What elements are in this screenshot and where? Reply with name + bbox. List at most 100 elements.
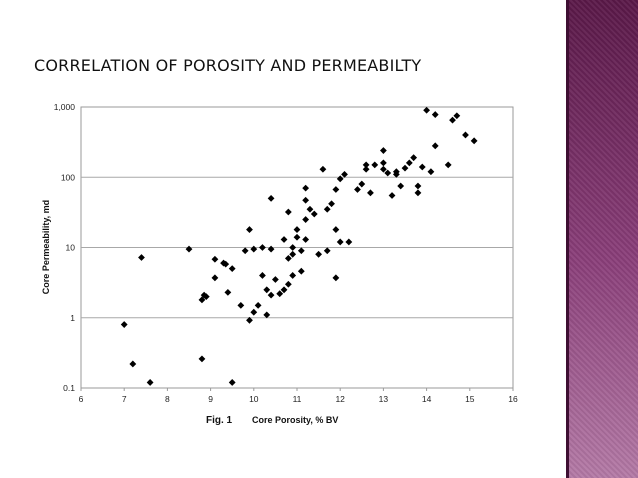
data-point	[332, 186, 340, 193]
data-point	[358, 180, 366, 188]
x-tick-label: 9	[208, 394, 213, 404]
data-point	[259, 272, 266, 279]
x-tick-label: 16	[508, 394, 518, 404]
data-point	[228, 265, 236, 273]
data-point	[129, 360, 137, 368]
data-point	[284, 208, 292, 216]
data-point	[302, 184, 310, 192]
data-point	[332, 274, 340, 282]
gridlines	[80, 176, 514, 391]
y-tick-label: 1,000	[54, 102, 76, 112]
y-tick-labels: 0.1 1 10 100 1,000	[54, 102, 76, 393]
y-tick-label: 0.1	[63, 383, 75, 393]
data-point	[332, 226, 340, 233]
data-point	[319, 165, 327, 173]
data-point	[431, 142, 439, 150]
data-point	[362, 165, 370, 173]
data-point	[280, 236, 288, 243]
data-point	[414, 189, 422, 197]
data-point	[259, 244, 266, 251]
decorative-accent-bar	[566, 0, 638, 478]
data-point	[237, 301, 245, 309]
x-tick-label: 14	[422, 394, 432, 404]
data-point	[384, 169, 392, 177]
data-point	[267, 291, 275, 299]
data-point	[323, 205, 331, 213]
data-point	[418, 163, 426, 171]
data-point	[267, 194, 275, 202]
data-point	[263, 286, 271, 294]
data-point	[336, 175, 344, 183]
data-point	[462, 131, 469, 139]
data-point	[423, 106, 430, 114]
data-point	[250, 245, 258, 253]
data-point	[280, 286, 288, 294]
data-point	[276, 290, 284, 298]
y-tick-label: 10	[66, 243, 76, 253]
data-point	[341, 170, 348, 178]
data-point	[354, 186, 361, 193]
data-point	[246, 226, 253, 233]
data-point	[198, 355, 206, 363]
x-tick-label: 7	[122, 394, 127, 404]
data-point	[444, 161, 452, 169]
data-point	[146, 379, 154, 386]
data-point	[289, 250, 297, 258]
data-point	[267, 245, 275, 253]
data-points	[120, 106, 478, 386]
data-point	[392, 170, 400, 178]
data-point	[211, 274, 219, 282]
accent-bar-edge	[566, 0, 569, 478]
data-point	[254, 301, 262, 309]
data-point	[272, 276, 279, 283]
data-point	[297, 247, 305, 255]
data-point	[198, 296, 206, 304]
figure-label: Fig. 1	[206, 415, 233, 426]
data-point	[431, 111, 439, 118]
data-point	[410, 154, 418, 162]
x-axis-label: Core Porosity, % BV	[252, 415, 338, 425]
data-point	[336, 238, 344, 246]
data-point	[453, 112, 461, 120]
data-point	[289, 244, 297, 251]
data-point	[388, 192, 396, 199]
data-point	[302, 196, 310, 204]
data-point	[185, 245, 193, 253]
data-point	[138, 254, 145, 261]
x-tick-label: 15	[465, 394, 475, 404]
data-point	[405, 159, 413, 167]
data-point	[284, 280, 292, 288]
data-point	[315, 250, 322, 258]
data-point	[380, 165, 387, 173]
data-point	[310, 210, 318, 218]
data-point	[241, 247, 249, 255]
data-point	[427, 168, 435, 176]
y-tick-label: 1	[70, 313, 75, 323]
data-point	[284, 254, 292, 262]
data-point	[222, 260, 230, 268]
x-tick-label: 13	[379, 394, 389, 404]
data-point	[470, 137, 478, 145]
x-tick-label: 10	[249, 394, 259, 404]
data-point	[293, 226, 301, 233]
data-point	[228, 379, 236, 386]
data-point	[328, 200, 335, 208]
data-point	[380, 147, 387, 154]
data-point	[263, 311, 271, 319]
data-point	[401, 164, 409, 172]
data-point	[297, 267, 305, 275]
x-tick-label: 8	[165, 394, 170, 404]
data-point	[302, 216, 310, 223]
data-point	[371, 161, 379, 169]
data-point	[414, 182, 422, 190]
data-point	[367, 189, 374, 197]
x-tick-label: 6	[79, 394, 84, 404]
y-axis-label: Core Permeability, md	[41, 200, 51, 294]
data-point	[120, 321, 128, 328]
data-point	[380, 159, 387, 167]
data-point	[323, 247, 331, 255]
data-point	[302, 236, 310, 243]
data-point	[293, 233, 301, 241]
data-point	[289, 272, 297, 279]
slide-title: CORRELATION OF POROSITY AND PERMEABILTY	[34, 56, 422, 75]
